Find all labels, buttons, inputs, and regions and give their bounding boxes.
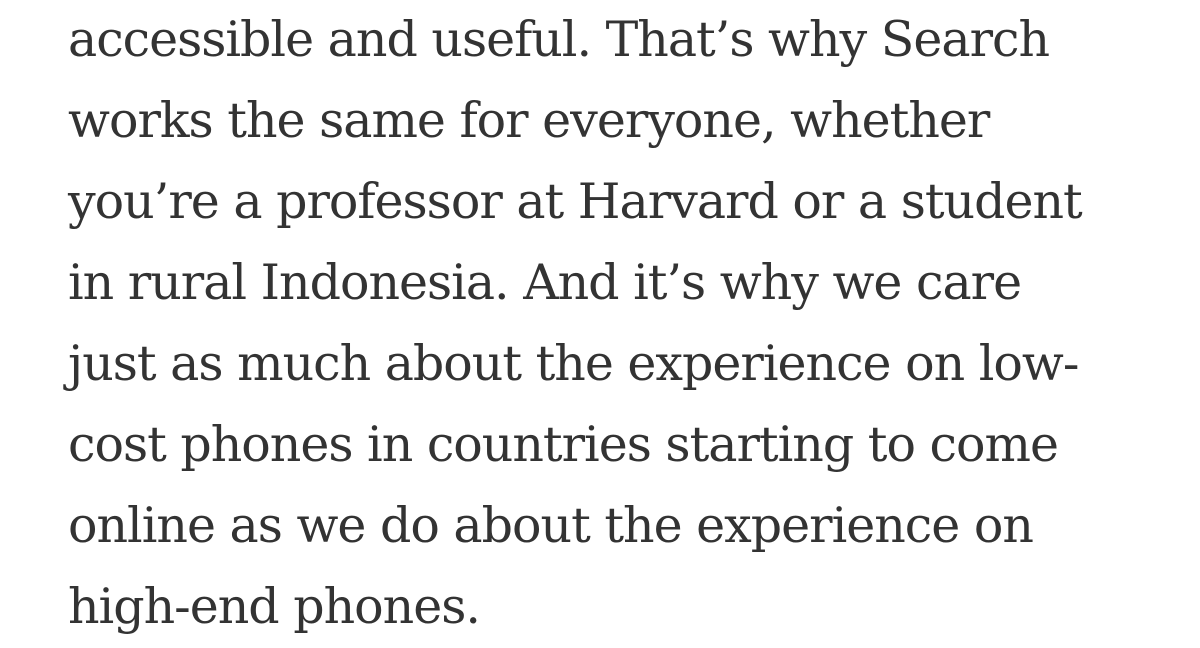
paragraph-line: in rural Indonesia. And it’s why we care bbox=[68, 254, 1022, 311]
paragraph-line: just as much about the experience on low… bbox=[68, 335, 1079, 392]
paragraph-line: works the same for everyone, whether bbox=[68, 92, 990, 149]
paragraph-line: cost phones in countries starting to com… bbox=[68, 416, 1059, 473]
paragraph-line: you’re a professor at Harvard or a stude… bbox=[68, 173, 1083, 230]
paragraph-line: accessible and useful. That’s why Search bbox=[68, 11, 1050, 68]
paragraph-line: high-end phones. bbox=[68, 578, 481, 635]
paragraph-line: online as we do about the experience on bbox=[68, 497, 1034, 554]
